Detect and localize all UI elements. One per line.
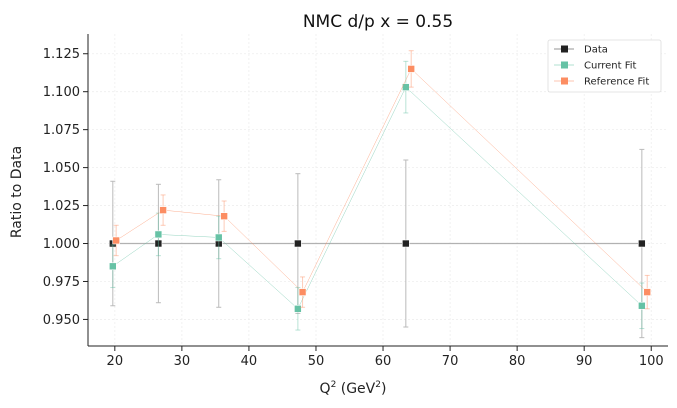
legend-marker <box>561 45 568 53</box>
chart-title: NMC d/p x = 0.55 <box>303 12 453 32</box>
data-point <box>407 65 415 73</box>
data-point <box>159 206 167 214</box>
legend-label: Reference Fit <box>584 77 649 88</box>
x-tick-label: 30 <box>174 354 191 369</box>
legend-marker <box>561 61 568 69</box>
x-axis-title: Q2 (GeV2) <box>320 380 387 397</box>
data-point <box>638 301 646 310</box>
y-tick-label: 0.950 <box>43 313 80 328</box>
x-tick-label: 50 <box>308 354 325 369</box>
data-point <box>294 239 302 248</box>
x-tick-label: 40 <box>241 354 258 369</box>
x-tick-label: 60 <box>375 354 392 369</box>
x-tick-label: 90 <box>576 354 593 369</box>
y-tick-label: 0.975 <box>43 275 80 290</box>
data-point <box>638 239 646 248</box>
y-tick-label: 1.050 <box>43 161 80 176</box>
series-line <box>116 68 648 293</box>
x-tick-label: 20 <box>107 354 124 369</box>
series-layer <box>109 50 652 339</box>
legend-marker <box>561 77 568 85</box>
x-tick-label: 70 <box>442 354 459 369</box>
data-point <box>298 288 307 296</box>
data-point <box>109 262 117 271</box>
data-point <box>214 233 223 242</box>
y-tick-label: 1.025 <box>43 199 80 214</box>
series-line <box>112 86 643 310</box>
x-tick-label: 80 <box>509 354 526 369</box>
axes: 20 30 40 50 60 70 80 90 100 0.950 0.975 1.000 1.025 1… <box>43 34 668 369</box>
y-tick-label: 1.075 <box>43 123 80 138</box>
y-tick-label: 1.000 <box>43 237 80 252</box>
y-tick-label: 1.100 <box>43 85 80 100</box>
series-current-fit <box>109 60 646 331</box>
legend: Data Current Fit Reference Fit <box>547 39 662 93</box>
y-tick-label: 1.125 <box>43 47 80 62</box>
data-point <box>154 239 163 248</box>
legend-label: Data <box>584 45 608 56</box>
x-tick-label: 100 <box>639 354 664 369</box>
data-point <box>294 305 302 313</box>
series-data <box>109 148 646 339</box>
legend-frame <box>547 39 662 93</box>
data-point <box>154 230 163 239</box>
data-point <box>112 236 120 245</box>
data-point <box>643 288 652 296</box>
data-point <box>402 239 410 248</box>
series-reference-fit <box>112 50 652 310</box>
data-point <box>220 212 228 220</box>
y-axis-title: Ratio to Data <box>9 146 25 238</box>
legend-label: Current Fit <box>584 61 637 72</box>
grid <box>88 34 668 346</box>
